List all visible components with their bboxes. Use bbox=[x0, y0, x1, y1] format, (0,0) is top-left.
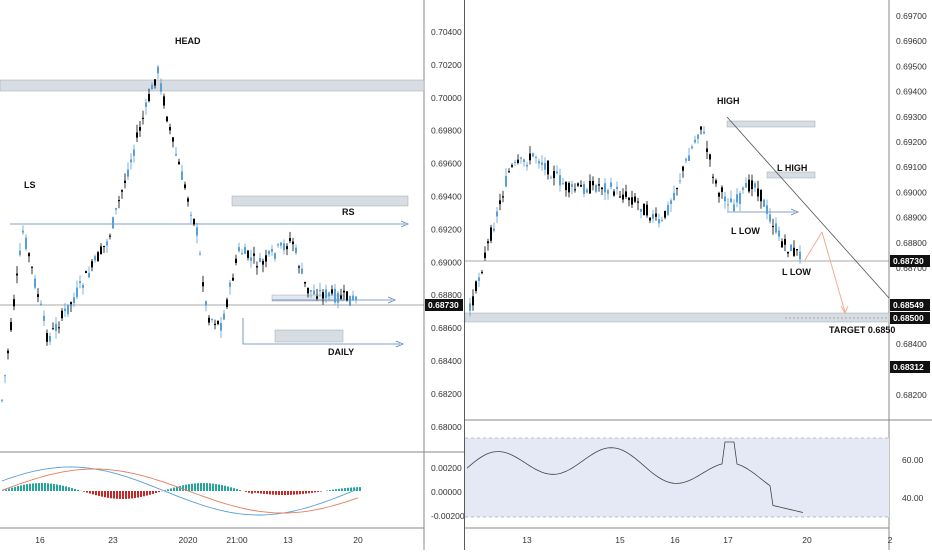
time-axis-label: 21:00 bbox=[226, 535, 248, 545]
right-price-axis-label: 0.69300 bbox=[896, 112, 927, 122]
time-axis-label: 2020 bbox=[179, 535, 198, 545]
left-price-axis-label: 0.69600 bbox=[431, 159, 462, 169]
time-axis-label: 13 bbox=[283, 535, 293, 545]
ls-label: LS bbox=[24, 180, 36, 190]
time-axis-label: 2 bbox=[888, 535, 893, 545]
macd-axis-label: 0.00200 bbox=[431, 463, 462, 473]
left-price-axis-label: 0.70200 bbox=[431, 60, 462, 70]
left-time-axis: 16 23 2020 21:00 13 20 bbox=[35, 535, 363, 545]
right-price-axis: 0.69700 0.69600 0.69500 0.69400 0.69300 0.692… bbox=[896, 11, 927, 400]
rsi-band bbox=[465, 438, 889, 517]
right-price-axis-label: 0.69200 bbox=[896, 137, 927, 147]
time-axis-label: 16 bbox=[670, 535, 680, 545]
left-candles bbox=[1, 65, 357, 403]
macd-axis: 0.00200 0.00000 -0.00200 bbox=[431, 463, 464, 521]
time-axis-label: 16 bbox=[35, 535, 45, 545]
right-chart[interactable]: HIGH L HIGH L LOW L LOW TARGET 0.6850 0.… bbox=[465, 0, 932, 550]
right-price-axis-label: 0.68900 bbox=[896, 213, 927, 223]
time-axis-label: 17 bbox=[723, 535, 733, 545]
right-price-axis-label: 0.69000 bbox=[896, 187, 927, 197]
left-price-tag-text: 0.68730 bbox=[428, 300, 459, 310]
right-time-axis: 13 15 16 17 20 2 bbox=[522, 535, 892, 545]
high-label: HIGH bbox=[717, 96, 740, 106]
right-price-axis-label: 0.69500 bbox=[896, 61, 927, 71]
right-price-tag-text: 0.68730 bbox=[893, 256, 924, 266]
supply-zone-right bbox=[232, 196, 408, 206]
right-price-axis-label: 0.69100 bbox=[896, 162, 927, 172]
macd-axis-label: 0.00000 bbox=[431, 487, 462, 497]
target-arrow-up bbox=[805, 232, 822, 260]
left-price-axis-label: 0.68400 bbox=[431, 356, 462, 366]
left-price-axis-label: 0.69200 bbox=[431, 224, 462, 234]
rsi-axis-label: 40.00 bbox=[902, 493, 924, 503]
head-label: HEAD bbox=[175, 36, 201, 46]
right-candles bbox=[469, 126, 801, 316]
target-arrow-down bbox=[822, 232, 845, 312]
right-price-tag-text: 0.68312 bbox=[893, 362, 924, 372]
rs-label: RS bbox=[342, 207, 355, 217]
time-axis-label: 13 bbox=[522, 535, 532, 545]
supply-zone-top bbox=[0, 80, 424, 91]
target-zone bbox=[465, 313, 889, 322]
left-price-axis: 0.70400 0.70200 0.70000 0.69800 0.69600 0.694… bbox=[431, 27, 462, 432]
right-price-axis-label: 0.69700 bbox=[896, 11, 927, 21]
right-price-tag-text: 0.68500 bbox=[893, 313, 924, 323]
left-chart[interactable]: HEAD LS RS DAILY 0.704000.702000.700000.… bbox=[0, 0, 464, 550]
right-price-axis-label: 0.68200 bbox=[896, 390, 927, 400]
right-price-axis-label: 0.69400 bbox=[896, 87, 927, 97]
high-zone bbox=[727, 121, 815, 127]
time-axis-label: 23 bbox=[108, 535, 118, 545]
left-price-axis-label: 0.68200 bbox=[431, 389, 462, 399]
left-price-axis-label: 0.68000 bbox=[431, 422, 462, 432]
llow-label-1: L LOW bbox=[731, 226, 760, 236]
llow-label-2: L LOW bbox=[782, 267, 811, 277]
rsi-axis-label: 60.00 bbox=[902, 455, 924, 465]
right-price-tag-text: 0.68549 bbox=[893, 300, 924, 310]
time-axis-label: 20 bbox=[802, 535, 812, 545]
left-price-axis-label: 0.70000 bbox=[431, 93, 462, 103]
time-axis-label: 20 bbox=[353, 535, 363, 545]
left-price-axis-label: 0.70400 bbox=[431, 27, 462, 37]
macd-axis-label: -0.00200 bbox=[431, 511, 464, 521]
lhigh-label: L HIGH bbox=[777, 163, 807, 173]
left-price-axis-label: 0.68600 bbox=[431, 323, 462, 333]
rsi-axis: 60.00 40.00 bbox=[902, 455, 924, 503]
right-price-axis-label: 0.69600 bbox=[896, 36, 927, 46]
daily-label: DAILY bbox=[328, 347, 354, 357]
right-chart-panel[interactable]: HIGH L HIGH L LOW L LOW TARGET 0.6850 0.… bbox=[465, 0, 932, 550]
left-price-axis-label: 0.69000 bbox=[431, 257, 462, 267]
time-axis-label: 15 bbox=[615, 535, 625, 545]
right-price-axis-label: 0.68400 bbox=[896, 339, 927, 349]
target-label: TARGET 0.6850 bbox=[829, 325, 895, 335]
demand-zone bbox=[275, 330, 343, 342]
right-price-axis-label: 0.68800 bbox=[896, 238, 927, 248]
macd-histogram bbox=[2, 483, 361, 499]
left-price-axis-label: 0.69800 bbox=[431, 126, 462, 136]
left-price-axis-label: 0.68800 bbox=[431, 290, 462, 300]
left-price-axis-label: 0.69400 bbox=[431, 192, 462, 202]
